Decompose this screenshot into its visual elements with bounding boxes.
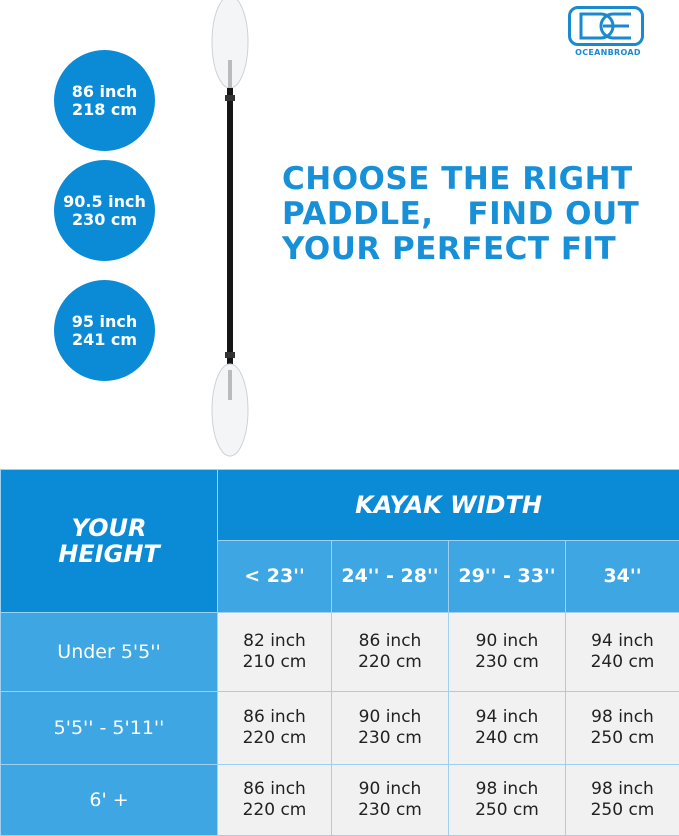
length-cm: 230 cm: [72, 211, 137, 229]
paddle-image: [200, 0, 260, 460]
length-badge-3: 95 inch 241 cm: [54, 280, 155, 381]
column-header: 34'': [566, 541, 679, 613]
value-inch: 98 inch: [449, 779, 565, 800]
length-cm: 218 cm: [72, 101, 137, 119]
value-cm: 210 cm: [218, 652, 331, 673]
value-cm: 230 cm: [332, 800, 448, 821]
value-inch: 98 inch: [566, 779, 679, 800]
value-inch: 86 inch: [218, 779, 331, 800]
logo-mark: [568, 6, 644, 46]
header-line: YOUR: [1, 515, 217, 541]
value-inch: 86 inch: [218, 707, 331, 728]
value-cm: 230 cm: [332, 728, 448, 749]
value-cm: 250 cm: [449, 800, 565, 821]
value-inch: 90 inch: [332, 707, 448, 728]
length-badge-1: 86 inch 218 cm: [54, 50, 155, 151]
value-cm: 250 cm: [566, 800, 679, 821]
headline-line: PADDLE, FIND OUT: [282, 197, 639, 232]
kayak-width-header: KAYAK WIDTH: [218, 470, 679, 541]
row-label: 5'5'' - 5'11'': [1, 692, 218, 765]
length-inch: 86 inch: [72, 83, 138, 101]
value-cm: 220 cm: [332, 652, 448, 673]
column-header: < 23'': [218, 541, 332, 613]
value-cm: 250 cm: [566, 728, 679, 749]
value-inch: 90 inch: [332, 779, 448, 800]
size-chart-table: YOUR HEIGHT KAYAK WIDTH < 23'' 24'' - 28…: [0, 469, 679, 836]
column-header: 24'' - 28'': [332, 541, 449, 613]
logo-text: OCEANBROAD: [566, 48, 650, 57]
length-inch: 95 inch: [72, 313, 138, 331]
headline-line: CHOOSE THE RIGHT: [282, 162, 639, 197]
headline-line: YOUR PERFECT FIT: [282, 232, 639, 267]
column-header: 29'' - 33'': [449, 541, 566, 613]
headline: CHOOSE THE RIGHT PADDLE, FIND OUT YOUR P…: [282, 162, 639, 267]
value-cm: 230 cm: [449, 652, 565, 673]
value-inch: 82 inch: [218, 631, 331, 652]
value-inch: 94 inch: [449, 707, 565, 728]
row-label: 6' +: [1, 765, 218, 836]
value-cm: 240 cm: [566, 652, 679, 673]
length-badge-2: 90.5 inch 230 cm: [54, 160, 155, 261]
length-inch: 90.5 inch: [63, 193, 146, 211]
value-inch: 94 inch: [566, 631, 679, 652]
value-cm: 220 cm: [218, 800, 331, 821]
value-inch: 90 inch: [449, 631, 565, 652]
value-inch: 86 inch: [332, 631, 448, 652]
value-cm: 220 cm: [218, 728, 331, 749]
value-cm: 240 cm: [449, 728, 565, 749]
your-height-header: YOUR HEIGHT: [1, 470, 218, 613]
length-cm: 241 cm: [72, 331, 137, 349]
value-inch: 98 inch: [566, 707, 679, 728]
header-line: HEIGHT: [1, 541, 217, 567]
row-label: Under 5'5'': [1, 613, 218, 692]
brand-logo: OCEANBROAD: [566, 6, 650, 62]
